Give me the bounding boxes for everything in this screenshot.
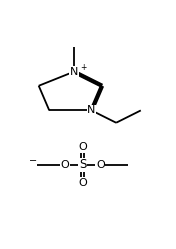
Text: +: +	[80, 63, 86, 72]
Text: O: O	[78, 142, 87, 152]
Text: O: O	[96, 160, 105, 170]
Text: O: O	[61, 160, 70, 170]
Text: S: S	[79, 158, 86, 172]
Text: N: N	[70, 67, 78, 77]
Text: N: N	[87, 105, 96, 116]
Text: −: −	[29, 156, 37, 166]
Text: O: O	[78, 178, 87, 187]
